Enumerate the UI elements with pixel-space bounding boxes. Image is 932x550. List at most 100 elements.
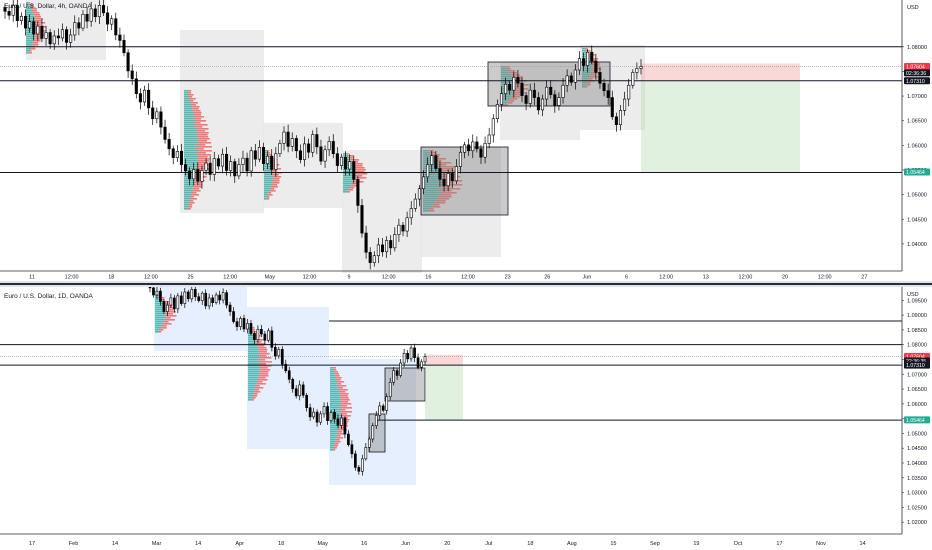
top-candle-body [319,146,323,162]
top-profile-bar-up [423,178,442,180]
top-candle-body [598,72,602,84]
top-profile-bar-down [273,176,282,178]
top-profile-bar-up [184,204,189,206]
bot-profile-bar-down [338,391,346,393]
top-profile-bar-up [184,166,196,168]
bot-profile-bar-up [155,297,161,299]
top-candle-body [196,169,200,182]
top-profile-bar-down [197,136,209,138]
bot-candle-body [214,294,218,303]
bot-profile-bar-up [248,367,259,369]
bot-profile-bar-up [330,375,336,377]
bot-candle-body [197,296,201,301]
top-candle-body [290,138,294,147]
bot-profile-bar-down [333,369,337,371]
bot-profile-bar-up [248,341,256,343]
top-profile-bar-down [590,60,597,62]
bot-profile-bar-up [155,301,163,303]
bot-candle-body [354,453,357,468]
top-profile-bar-down [507,102,513,104]
top-profile-bar-up [26,18,36,20]
top-candle-body [368,251,372,263]
pane-divider-handle[interactable] [0,283,932,285]
bot-profile-bar-up [248,357,261,359]
top-profile-bar-down [31,10,37,12]
top-candle-body [253,150,257,160]
bot-candle-body [256,329,260,340]
bot-profile-bar-up [248,397,253,399]
top-price-label-bg [904,69,930,77]
top-candle-body [73,22,77,36]
top-profile-bar-down [190,192,197,194]
pane-divider[interactable] [0,281,932,287]
top-profile-bar-down [355,177,367,179]
top-profile-bar-down [429,152,436,154]
top-candle-body [130,70,134,80]
bot-candle-body [329,412,333,422]
top-profile-bar-up [264,186,272,188]
top-candle-body [442,179,446,187]
top-candle-body [200,170,204,182]
top-candle-body [499,93,504,105]
bot-time-tick-label: 14 [859,541,865,547]
top-profile-bar-down [30,6,34,8]
top-profile-bar-up [501,72,510,74]
bot-profile-bar-down [159,329,164,331]
top-profile-bar-down [29,50,32,52]
top-profile-bar-down [197,124,208,126]
top-candle-body [233,161,237,177]
bot-time-tick-label: 17 [29,541,35,547]
bot-profile-bar-up [330,397,341,399]
bot-profile-bar-up [248,365,261,367]
top-candle-body [179,150,183,165]
bot-profile-bar-down [337,381,345,383]
bot-profile-bar-up [330,377,337,379]
top-candle-body [282,131,286,144]
bot-profile-bar-down [160,299,165,301]
top-candle-body [545,86,549,100]
top-candle-body [491,118,495,136]
top-profile-bar-down [271,186,279,188]
top-profile-bar-down [193,118,202,120]
bot-profile-bar-up [248,381,257,383]
bot-profile-bar-up [330,431,337,433]
bot-candle-body [301,384,305,396]
top-chart-title: Euro / U.S. Dollar, 4h, OANDA [4,3,92,10]
top-profile-bar-down [348,155,354,157]
top-candle-body [524,95,528,104]
top-profile-bar-down [438,168,452,170]
bot-candle-body [166,304,169,312]
top-profile-bar-up [343,183,351,185]
top-profile-bar-up [184,116,195,118]
top-time-tick-label: May [265,275,276,281]
bottom-chart-svg[interactable]: USD1.095001.090001.085001.080001.075001.… [0,287,932,550]
top-price-tick-label: 1.08000 [907,45,927,51]
top-candle-body [344,156,348,170]
bot-plot-bg [0,287,902,534]
bot-price-label: 1.05464 [906,418,925,424]
bot-profile-bar-down [339,395,348,397]
top-candle-body [454,166,458,182]
top-chart-svg[interactable]: USD1.080001.075001.070001.065001.060001.… [0,0,932,281]
top-chart-pane[interactable]: USD1.080001.075001.070001.065001.060001.… [0,0,932,281]
top-profile-bar-up [423,154,433,156]
bot-time-tick-label: 15 [610,541,616,547]
top-candle-body [278,143,282,155]
top-price-tick-label: 1.06500 [907,119,927,125]
top-profile-bar-down [199,146,212,148]
bot-profile-bar-up [330,421,341,423]
top-profile-bar-up [26,10,32,12]
top-time-tick-label: 9 [348,275,351,281]
bottom-chart-pane[interactable]: USD1.095001.090001.085001.080001.075001.… [0,287,932,550]
top-profile-bar-down [428,208,434,210]
bot-time-tick-label: 20 [444,541,450,547]
top-profile-bar-down [33,12,40,14]
bot-time-tick-label: 14 [195,541,201,547]
top-candle-body [573,69,577,83]
top-profile-bar-down [351,185,359,187]
top-profile-bar-up [184,164,198,166]
bot-profile-bar-down [339,413,347,415]
top-candle-body [339,156,343,166]
top-profile-bar-up [26,34,36,36]
